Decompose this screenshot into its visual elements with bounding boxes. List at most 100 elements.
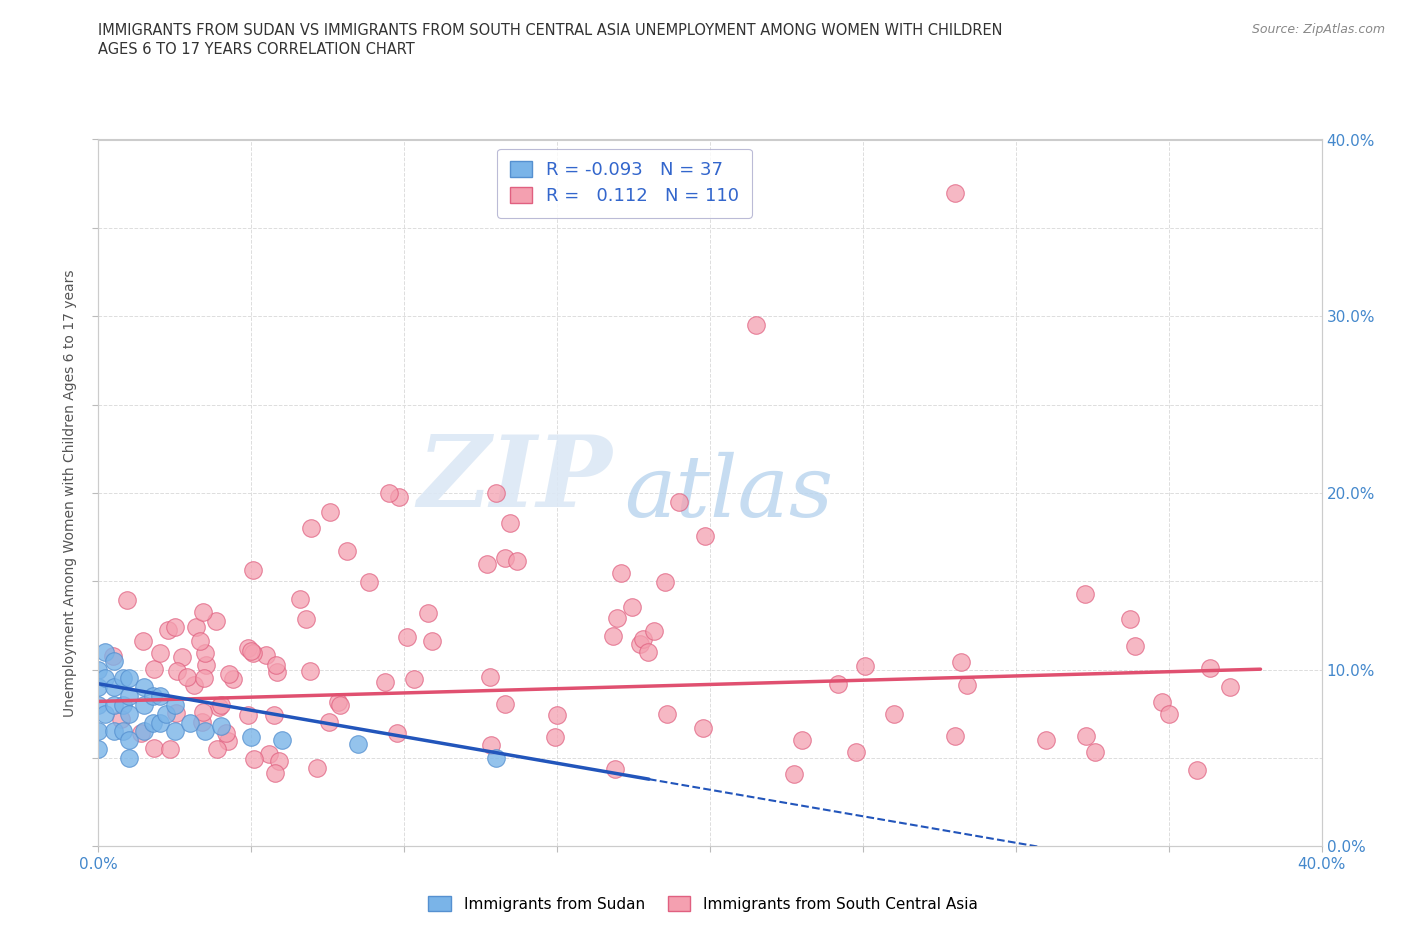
Point [131,725,153,740]
Point [485,751,508,765]
Point [266,665,288,680]
Point [1157,707,1180,722]
Point [118,751,141,765]
Point [335,543,357,558]
Point [295,612,318,627]
Point [118,671,141,686]
Point [172,650,194,665]
Point [142,688,165,704]
Point [240,729,263,744]
Point [654,574,676,589]
Point [328,698,350,712]
Point [506,554,529,569]
Point [214,725,236,740]
Point [87,680,110,695]
Point [163,619,186,634]
Point [485,485,508,500]
Point [87,742,110,757]
Point [378,485,401,500]
Point [637,644,659,659]
Point [606,610,628,625]
Point [478,670,501,684]
Point [118,733,141,748]
Point [420,634,443,649]
Point [494,697,516,711]
Point [110,711,132,726]
Point [267,753,290,768]
Point [693,528,716,543]
Point [949,655,972,670]
Point [103,653,125,668]
Point [142,715,165,730]
Point [783,766,806,781]
Point [205,614,228,629]
Point [143,740,166,755]
Point [103,680,125,695]
Point [217,734,239,749]
Point [242,563,264,578]
Point [208,699,231,714]
Point [163,724,186,738]
Point [193,671,215,685]
Point [218,667,240,682]
Point [827,676,849,691]
Point [620,600,643,615]
Point [1123,638,1146,653]
Point [149,715,172,730]
Text: AGES 6 TO 17 YEARS CORRELATION CHART: AGES 6 TO 17 YEARS CORRELATION CHART [98,42,415,57]
Point [118,688,141,704]
Point [155,707,177,722]
Point [111,724,134,738]
Point [359,575,381,590]
Point [1035,733,1057,748]
Point [179,715,201,730]
Point [184,619,207,634]
Point [134,698,156,712]
Point [87,698,110,712]
Point [603,762,626,777]
Point [157,622,180,637]
Point [305,761,328,776]
Point [288,591,311,606]
Point [853,658,876,673]
Point [111,698,134,712]
Point [943,185,966,200]
Point [188,633,211,648]
Point [165,705,187,720]
Legend: R = -0.093   N = 37, R =   0.112   N = 110: R = -0.093 N = 37, R = 0.112 N = 110 [498,149,752,218]
Point [299,521,322,536]
Point [479,737,502,752]
Point [270,733,292,748]
Point [494,551,516,565]
Point [254,648,277,663]
Point [1119,611,1142,626]
Point [159,741,181,756]
Point [193,646,215,661]
Text: ZIP: ZIP [418,431,612,527]
Point [176,670,198,684]
Point [1074,587,1097,602]
Point [1150,695,1173,710]
Point [149,646,172,661]
Point [93,707,115,722]
Point [628,637,651,652]
Point [395,630,418,644]
Point [602,629,624,644]
Point [118,707,141,722]
Point [943,729,966,744]
Point [655,707,678,722]
Point [1084,744,1107,759]
Point [499,515,522,530]
Point [745,318,768,333]
Point [103,698,125,712]
Point [93,644,115,659]
Point [205,741,228,756]
Point [222,671,245,686]
Point [328,695,350,710]
Point [388,490,411,505]
Point [299,663,322,678]
Point [236,641,259,656]
Point [845,745,868,760]
Point [93,671,115,686]
Point [633,631,655,646]
